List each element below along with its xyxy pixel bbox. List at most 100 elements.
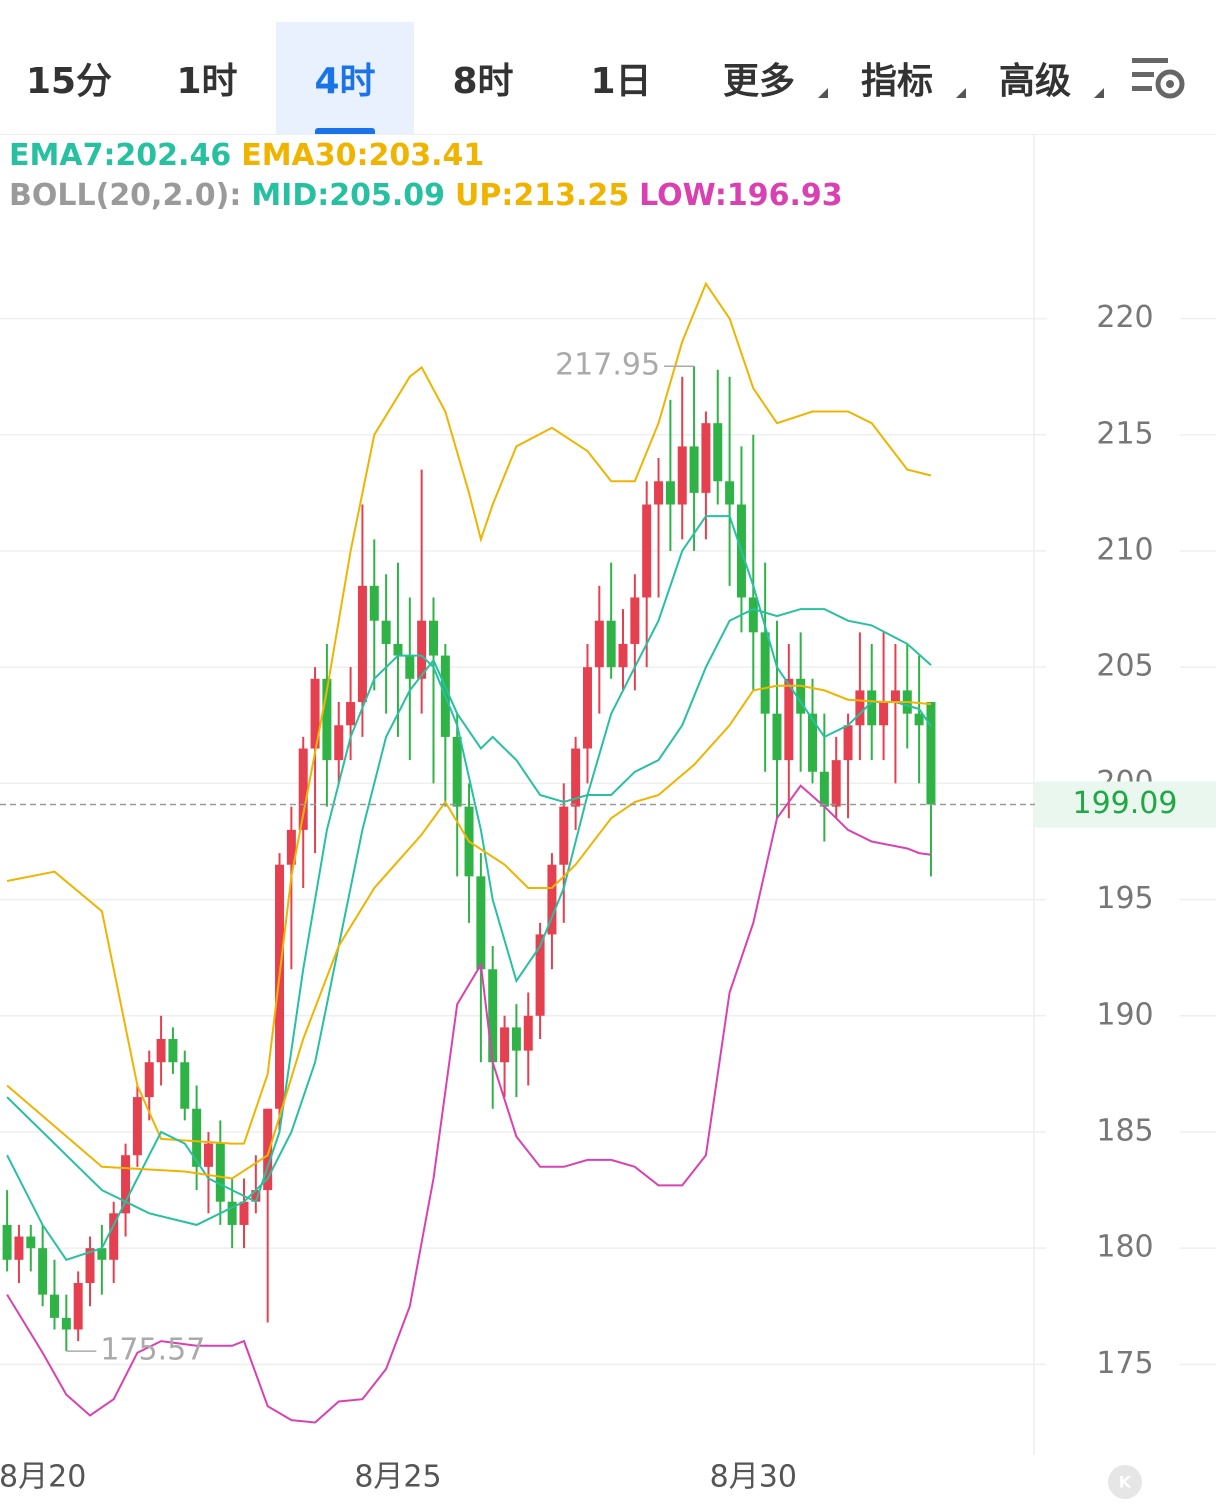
x-tick-label: 8月30	[710, 1460, 797, 1495]
candle-body	[109, 1213, 119, 1260]
candle-body	[855, 690, 865, 726]
collapse-button[interactable]: K	[1108, 1465, 1142, 1499]
candle-body	[97, 1248, 107, 1260]
candle-body	[334, 725, 344, 761]
candle-body	[665, 481, 675, 505]
legend-item: EMA30:203.41	[241, 138, 485, 173]
candle-body	[618, 643, 628, 668]
candle-body	[677, 446, 687, 505]
candle-body	[452, 736, 462, 807]
last-price-label: 199.09	[1073, 786, 1178, 821]
interval-tab[interactable]: 15分	[25, 61, 113, 102]
candle-body	[49, 1294, 59, 1318]
y-tick-label: 180	[1096, 1230, 1153, 1265]
legend-item: MID:205.09	[251, 178, 445, 213]
interval-tab[interactable]: 4时	[276, 22, 414, 134]
candle-body	[275, 864, 285, 1109]
candle-body	[689, 446, 699, 493]
candle-body	[630, 597, 640, 644]
candle-body	[784, 678, 794, 761]
candle-body	[760, 632, 770, 714]
candle-body	[14, 1236, 24, 1260]
candle-body	[831, 760, 841, 807]
candle-body	[132, 1097, 142, 1156]
y-tick-label: 190	[1096, 997, 1153, 1032]
candles	[2, 366, 936, 1352]
active-indicator	[315, 128, 375, 134]
candle-body	[346, 702, 356, 726]
candle-body	[594, 620, 604, 668]
candle-body	[2, 1224, 12, 1260]
candle-body	[357, 585, 367, 703]
indicator-line	[6, 281, 932, 1145]
candle-body	[428, 620, 438, 656]
annotation-label: 217.95	[555, 348, 660, 383]
candle-body	[748, 597, 758, 633]
candle-body	[286, 829, 296, 865]
interval-tab[interactable]: 指标	[828, 22, 966, 134]
interval-tab[interactable]: 1时	[176, 61, 238, 102]
candle-body	[405, 655, 415, 679]
annotation-label: 175.57	[100, 1333, 205, 1368]
candle-body	[654, 481, 664, 505]
candle-body	[500, 1027, 510, 1063]
candle-body	[606, 620, 616, 668]
candle-body	[701, 423, 711, 493]
svg-text:K: K	[1119, 1473, 1132, 1492]
candle-body	[203, 1143, 213, 1167]
interval-tab[interactable]: 8时	[452, 61, 514, 102]
x-tick-label: 8月20	[0, 1460, 86, 1495]
candle-body	[559, 806, 569, 865]
candle-body	[713, 423, 723, 482]
y-tick-label: 215	[1096, 416, 1153, 451]
candle-body	[215, 1143, 225, 1202]
indicator-line	[6, 608, 932, 1226]
candle-body	[914, 713, 924, 726]
candle-body	[476, 876, 486, 970]
candle-body	[867, 690, 877, 726]
dropdown-arrow	[956, 88, 966, 98]
candle-body	[310, 678, 320, 749]
interval-tab[interactable]: 1日	[590, 61, 652, 102]
interval-tab[interactable]: 高级	[966, 22, 1104, 134]
candle-body	[808, 713, 818, 772]
indicator-line	[6, 515, 932, 1261]
dropdown-arrow	[818, 88, 828, 98]
legend-item: BOLL(20,2.0):	[9, 178, 242, 213]
candle-body	[263, 1108, 273, 1191]
candle-body	[796, 678, 806, 714]
candle-body	[926, 702, 936, 805]
candle-body	[582, 667, 592, 749]
y-tick-label: 220	[1096, 300, 1153, 335]
y-tick-label: 185	[1096, 1113, 1153, 1148]
candle-body	[239, 1201, 249, 1225]
candle-body	[180, 1062, 190, 1109]
settings-icon[interactable]	[1132, 58, 1185, 99]
interval-tab[interactable]: 更多	[690, 22, 828, 134]
candle-body	[38, 1248, 48, 1295]
legend-row: EMA7:202.46 EMA30:203.41	[9, 138, 494, 173]
candle-body	[879, 702, 889, 726]
candle-body	[642, 504, 652, 598]
candle-body	[571, 748, 581, 807]
candle-body	[393, 643, 403, 656]
y-tick-label: 205	[1096, 649, 1153, 684]
candle-body	[511, 1027, 521, 1051]
candle-body	[322, 678, 332, 761]
candle-body	[890, 690, 900, 703]
candle-body	[369, 585, 379, 621]
legend-row: BOLL(20,2.0): MID:205.09 UP:213.25 LOW:196.…	[9, 178, 853, 213]
candle-body	[547, 864, 557, 935]
candle-body	[298, 748, 308, 830]
y-tick-label: 195	[1096, 881, 1153, 916]
candle-body	[251, 1190, 261, 1202]
candle-body	[417, 620, 427, 679]
candle-body	[121, 1155, 131, 1214]
legend-item: UP:213.25	[455, 178, 630, 213]
dropdown-arrow	[1094, 88, 1104, 98]
candle-body	[144, 1062, 154, 1098]
candle-body	[61, 1317, 71, 1330]
last-price-tag	[1035, 781, 1216, 828]
